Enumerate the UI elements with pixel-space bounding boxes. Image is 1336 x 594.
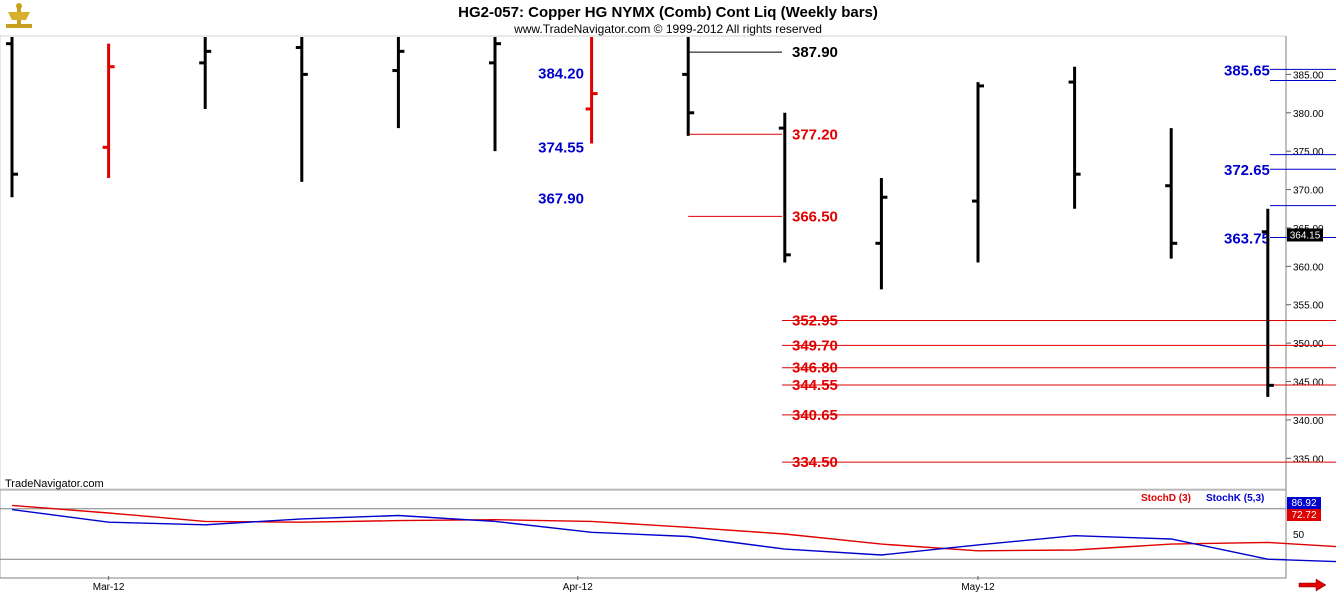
price-level-label: 349.70 xyxy=(792,337,838,354)
logo-icon xyxy=(6,3,32,28)
price-panel-frame xyxy=(0,35,1287,490)
price-level-label: 366.50 xyxy=(792,208,838,225)
x-tick-label: Mar-12 xyxy=(93,582,125,593)
date-x-axis: Mar-12Apr-12May-12Jun-12Jul-12Aug-12Sep-… xyxy=(0,576,1286,593)
last-price-label: 364.15 xyxy=(1290,230,1321,241)
price-level-label: 374.55 xyxy=(538,140,584,157)
y-tick-label: 335.00 xyxy=(1293,454,1324,465)
y-tick-label: 340.00 xyxy=(1293,416,1324,427)
price-level-label: 344.55 xyxy=(792,377,838,394)
x-tick-label: May-12 xyxy=(961,582,995,593)
chart-subtitle: www.TradeNavigator.com © 1999-2012 All r… xyxy=(513,22,822,36)
stochk-last-label: 86.92 xyxy=(1291,498,1316,509)
price-level-label: 387.90 xyxy=(792,44,838,61)
price-level-label: 363.75 xyxy=(1224,231,1270,248)
y-tick-label: 375.00 xyxy=(1293,147,1324,158)
stochd-last-label: 72.72 xyxy=(1291,510,1316,521)
price-level-label: 384.20 xyxy=(538,66,584,83)
stochk-line xyxy=(11,508,1336,563)
price-level-label: 372.65 xyxy=(1224,162,1270,179)
y-tick-label: 350.00 xyxy=(1293,339,1324,350)
price-level-label: 352.95 xyxy=(792,312,838,329)
price-level-label: 346.80 xyxy=(792,360,838,377)
stochk-last-marker: 86.92 xyxy=(1287,497,1321,509)
y-tick-label: 360.00 xyxy=(1293,262,1324,273)
price-level-label: 340.65 xyxy=(792,407,838,424)
y-tick-label: 345.00 xyxy=(1293,378,1324,389)
price-bars xyxy=(6,37,1274,397)
price-level-label: 367.90 xyxy=(538,191,584,208)
last-price-marker: 364.15 xyxy=(1287,228,1323,242)
y-tick-label: 385.00 xyxy=(1293,70,1324,81)
price-levels: 387.90 385.65 384.20 377.20 374.55 372.65 367.… xyxy=(538,44,1336,471)
stochk-legend: StochK (5,3) xyxy=(1206,493,1264,504)
watermark: TradeNavigator.com xyxy=(5,478,104,490)
y-tick-label: 370.00 xyxy=(1293,186,1324,197)
stochastic-tick-label: 50 xyxy=(1293,530,1305,541)
y-tick-label: 380.00 xyxy=(1293,109,1324,120)
price-level-label: 377.20 xyxy=(792,126,838,143)
price-level-label: 385.65 xyxy=(1224,62,1270,79)
scroll-right-arrow-icon[interactable] xyxy=(1298,578,1327,592)
stochd-legend: StochD (3) xyxy=(1141,493,1191,504)
stochastic-lines: 50 xyxy=(0,504,1336,563)
price-y-axis: 335.00340.00345.00350.00355.00360.00365.… xyxy=(1286,70,1324,465)
chart-title: HG2-057: Copper HG NYMX (Comb) Cont Liq … xyxy=(458,4,878,21)
y-tick-label: 355.00 xyxy=(1293,301,1324,312)
x-tick-label: Apr-12 xyxy=(563,582,593,593)
stochd-last-marker: 72.72 xyxy=(1287,509,1321,521)
price-level-label: 334.50 xyxy=(792,454,838,471)
